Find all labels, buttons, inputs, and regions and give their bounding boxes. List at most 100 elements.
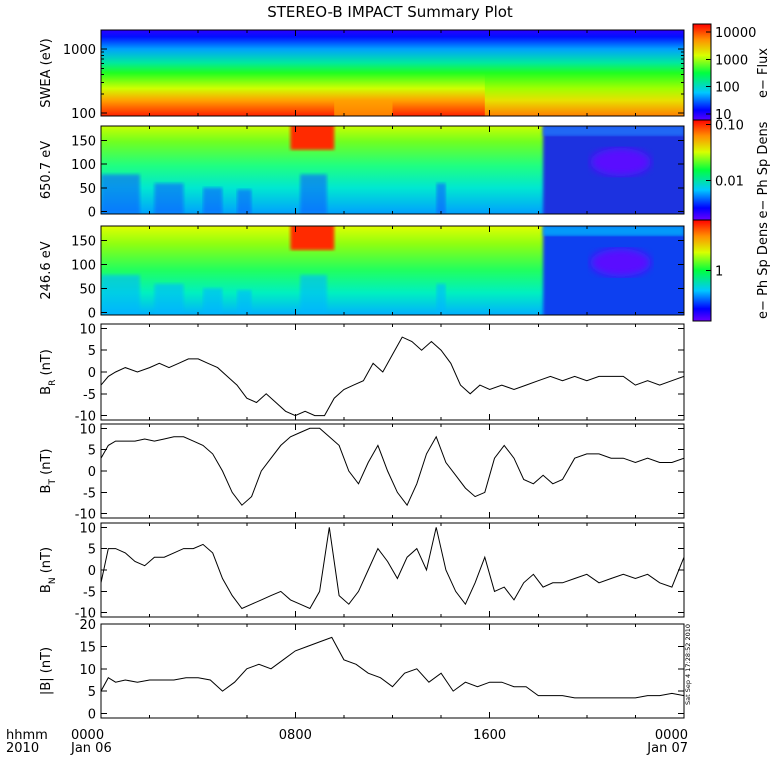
swea-ylabel: SWEA (eV) <box>39 38 54 107</box>
y-tick-label: -5 <box>83 585 96 600</box>
ylabel-unit: (nT) <box>39 547 54 577</box>
colorbar-tick-label: 100 <box>715 81 740 96</box>
low-pitch-streak <box>300 274 327 315</box>
y-tick-label: 5 <box>88 344 96 359</box>
low-pitch-streak <box>237 290 252 315</box>
panel-pad246: 1 e− Ph Sp Dens 0 50 100 150 246.6 eV <box>39 219 771 322</box>
ylabel-main: B <box>39 485 54 494</box>
colorbar-tick-label: 1 <box>715 265 723 280</box>
panel-bmag: 0 5 10 15 20 |B| (nT) <box>39 618 685 723</box>
bn-trace <box>101 527 684 610</box>
date-tick-label: Jan 07 <box>646 741 688 756</box>
y-tick-label: 10 <box>79 521 96 536</box>
low-pitch-streak <box>436 183 446 214</box>
y-tick-label: 1000 <box>63 43 96 58</box>
bmag-frame <box>100 623 685 719</box>
colorbar-tick-label: 0.01 <box>715 175 744 190</box>
y-tick-label: 0 <box>88 465 96 480</box>
pad246-spectrogram <box>101 226 684 315</box>
br-frame <box>100 323 685 421</box>
colorbar-label: e− Ph Sp Dens <box>756 121 771 218</box>
strahl-hot-region <box>290 226 335 251</box>
colorbar-label: e− Ph Sp Dens <box>756 222 771 319</box>
y-tick-label: 10 <box>79 422 96 437</box>
y-tick-label: 0 <box>88 366 96 381</box>
panel-bt: -10 -5 0 5 10 BT (nT) <box>39 422 685 523</box>
low-pitch-streak <box>154 283 184 315</box>
swea-segment <box>543 30 649 116</box>
swea-colorbar <box>693 24 711 122</box>
ylabel-main: B <box>39 386 54 395</box>
dropout-edge <box>543 126 684 136</box>
low-pitch-streak <box>154 183 184 214</box>
ylabel-main: B <box>39 584 54 593</box>
y-tick-label: 0 <box>88 564 96 579</box>
panel-br: -10 -5 0 5 10 BR (nT) <box>39 322 685 425</box>
colorbar-tick-label: 1000 <box>715 53 748 68</box>
colorbar-tick-label: 10000 <box>715 26 756 41</box>
timestamp-label: Sat Sep 4 17:28:52 2010 <box>684 624 692 705</box>
pad650-spectrogram <box>101 126 684 214</box>
br-trace <box>101 336 684 417</box>
y-tick-label: 0 <box>88 206 96 221</box>
y-tick-label: 0 <box>88 307 96 322</box>
low-pitch-streak <box>436 283 446 315</box>
y-tick-label: 20 <box>79 618 96 633</box>
low-pitch-streak <box>300 174 327 214</box>
bt-frame <box>100 423 685 519</box>
bn-ylabel: BN (nT) <box>39 547 58 593</box>
year-label: 2010 <box>6 741 39 756</box>
y-tick-label: -5 <box>83 486 96 501</box>
bmag-ylabel: |B| (nT) <box>39 647 54 695</box>
ylabel-unit: (nT) <box>39 449 54 479</box>
colorbar-tick-label: 10 <box>715 108 732 123</box>
hhmm-label: hhmm <box>6 728 48 743</box>
y-tick-label: 100 <box>71 107 96 122</box>
y-tick-label: -10 <box>75 607 96 622</box>
bt-trace <box>101 427 684 507</box>
ylabel-subscript: R <box>48 380 58 386</box>
y-tick-label: 100 <box>71 158 96 173</box>
y-tick-label: 150 <box>71 134 96 149</box>
y-tick-label: 150 <box>71 234 96 249</box>
swea-segment <box>484 30 545 116</box>
ylabel-unit: (nT) <box>39 349 54 379</box>
date-tick-label: Jan 06 <box>70 741 112 756</box>
y-tick-label: -10 <box>75 410 96 425</box>
swea-segment <box>234 30 336 116</box>
bmag-trace <box>101 636 684 699</box>
ylabel-subscript: T <box>48 479 58 486</box>
time-tick-label: 0000 <box>655 728 688 743</box>
pad650-colorbar <box>693 120 711 220</box>
y-tick-label: -5 <box>83 388 96 403</box>
pad246-ylabel: 246.6 eV <box>39 241 54 299</box>
panel-bn: -10 -5 0 5 10 BN (nT) <box>39 521 685 622</box>
low-pitch-streak <box>237 189 252 214</box>
y-tick-label: 5 <box>88 444 96 459</box>
colorbar-tick-label: 0.10 <box>715 118 744 133</box>
low-pitch-streak <box>203 288 223 315</box>
chart-title: STEREO-B IMPACT Summary Plot <box>267 3 513 21</box>
y-tick-label: 0 <box>88 708 96 723</box>
y-tick-label: 10 <box>79 663 96 678</box>
swea-segment <box>101 30 236 116</box>
low-pitch-streak <box>203 187 223 214</box>
y-tick-label: 15 <box>79 640 96 655</box>
dropout-core <box>590 248 651 277</box>
y-tick-label: 10 <box>79 322 96 337</box>
dropout-core <box>590 148 651 176</box>
y-tick-label: 5 <box>88 543 96 558</box>
pad650-ylabel: 650.7 eV <box>39 141 54 199</box>
swea-segment <box>647 30 684 116</box>
time-tick-label: 1600 <box>473 728 506 743</box>
low-pitch-streak <box>101 274 140 315</box>
swea-segment <box>392 30 486 116</box>
time-tick-label: 0800 <box>279 728 312 743</box>
strahl-hot-region <box>290 126 335 150</box>
y-tick-label: 100 <box>71 258 96 273</box>
y-tick-label: 5 <box>88 685 96 700</box>
dropout-edge <box>543 226 684 236</box>
br-ylabel: BR (nT) <box>39 349 58 395</box>
